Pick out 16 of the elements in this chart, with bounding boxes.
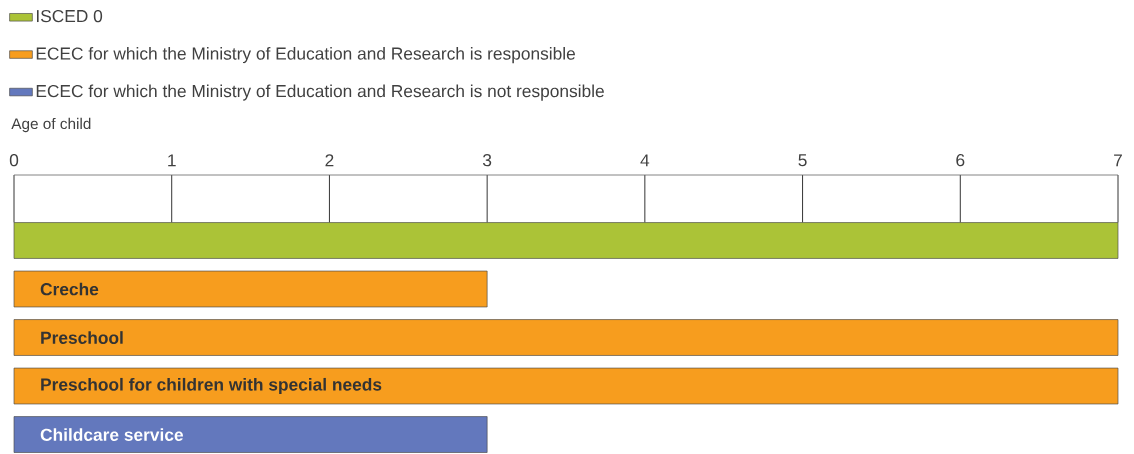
y-tick-label: Preschool for children with special needs	[41, 377, 382, 395]
x-tick-label: 6	[956, 154, 965, 167]
legend-label: ECEC for which the Ministry of Education and Research is not responsible	[36, 84, 604, 101]
legend-label: ECEC for which the Ministry of Education and Research is responsible	[36, 46, 575, 64]
x-tick-label: 0	[9, 154, 19, 167]
x-tick-label: 5	[798, 154, 807, 167]
y-tick-label: Preschool	[41, 331, 123, 344]
x-tick-label: 2	[325, 154, 334, 167]
x-tick-label: 1	[168, 154, 176, 167]
y-tick-label: Creche	[40, 282, 99, 296]
x-tick-label: 3	[483, 154, 492, 167]
legend-label: ISCED 0	[36, 9, 103, 23]
x-axis-title: Age of child	[11, 117, 91, 133]
y-tick-label: Childcare service	[40, 428, 183, 441]
x-tick-label: 4	[640, 154, 650, 167]
x-tick-label: 7	[1114, 154, 1122, 167]
